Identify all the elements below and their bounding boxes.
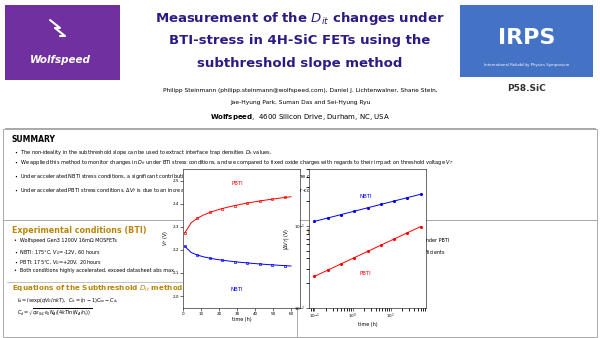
Text: BTI-stress in 4H-SiC FETs using the: BTI-stress in 4H-SiC FETs using the <box>169 34 431 47</box>
Text: •  $\Delta V_T$ follows typical power law with power coefficients: • $\Delta V_T$ follows typical power law… <box>308 248 445 257</box>
Text: NBTI: NBTI <box>359 194 372 199</box>
Text: International Reliability Physics Symposium: International Reliability Physics Sympos… <box>484 63 569 67</box>
X-axis label: time (h): time (h) <box>358 322 377 328</box>
Text: •  The non-ideality in the subthreshold slope can be used to extract interface t: • The non-ideality in the subthreshold s… <box>14 148 272 157</box>
Text: IRPS: IRPS <box>499 28 556 48</box>
Text: •  NBTI: 175°C, $V_G$=-12V, 60 hours: • NBTI: 175°C, $V_G$=-12V, 60 hours <box>14 248 101 257</box>
Text: •  PBTI: 175°C, $V_G$=+20V, 20 hours: • PBTI: 175°C, $V_G$=+20V, 20 hours <box>14 258 102 267</box>
Y-axis label: $|\Delta V_T|$ (V): $|\Delta V_T|$ (V) <box>282 227 291 249</box>
FancyBboxPatch shape <box>3 129 597 221</box>
FancyBboxPatch shape <box>3 220 297 337</box>
Y-axis label: $V_T$ (V): $V_T$ (V) <box>161 231 170 246</box>
Text: $\bf{Wolfspeed}$,  4600 Silicon Drive, Durham, NC, USA: $\bf{Wolfspeed}$, 4600 Silicon Drive, Du… <box>210 112 390 122</box>
Text: •  Wolfspeed Gen3 1200V 16mΩ MOSFETs: • Wolfspeed Gen3 1200V 16mΩ MOSFETs <box>14 238 117 243</box>
Text: •  Both conditions highly accelerated, exceed datasheet abs max: • Both conditions highly accelerated, ex… <box>14 268 174 273</box>
Text: Measurement of the $D_{it}$ changes under: Measurement of the $D_{it}$ changes unde… <box>155 10 445 27</box>
Text: Experimental conditions (BTI): Experimental conditions (BTI) <box>12 226 146 235</box>
FancyBboxPatch shape <box>297 220 597 337</box>
Text: $C_d = \sqrt{q\varepsilon_{SiC}\varepsilon_0 N_A/(4kT\ln(N_A/n_i))}$: $C_d = \sqrt{q\varepsilon_{SiC}\varepsil… <box>14 308 92 318</box>
Text: •  We applied this method to monitor changes in $D_{it}$ under BTI stress condit: • We applied this method to monitor chan… <box>14 158 454 167</box>
Text: PBTI: PBTI <box>359 271 371 276</box>
Text: Wolfspeed: Wolfspeed <box>29 55 91 65</box>
Text: NBTI: NBTI <box>230 287 244 292</box>
Text: •  $n_{th} \approx 0.2$ for PBTI, lower for NBTI: • $n_{th} \approx 0.2$ for PBTI, lower f… <box>308 258 394 267</box>
FancyBboxPatch shape <box>460 5 593 77</box>
Text: •  Under accelerated PBTI stress conditions, $\Delta V_T$ is due to an increase : • Under accelerated PBTI stress conditio… <box>14 186 356 195</box>
Text: PBTI: PBTI <box>231 181 243 186</box>
Text: Equations of the Subthreshold $D_{it}$ method: Equations of the Subthreshold $D_{it}$ m… <box>12 284 184 294</box>
Text: Philipp Steinmann (philipp.steinmann@wolfspeed.com), Daniel J. Lichtenwalner, Sh: Philipp Steinmann (philipp.steinmann@wol… <box>163 88 437 93</box>
X-axis label: time (h): time (h) <box>232 317 251 322</box>
Text: subthreshold slope method: subthreshold slope method <box>197 57 403 70</box>
Text: Jae-Hyung Park, Suman Das and Sei-Hyung Ryu: Jae-Hyung Park, Suman Das and Sei-Hyung … <box>230 100 370 105</box>
Text: •  Typical decrease of VT under NBTI, increase under PBTI: • Typical decrease of VT under NBTI, inc… <box>308 238 449 243</box>
Text: P58.SiC: P58.SiC <box>508 84 547 93</box>
Text: •  Under accelerated NBTI stress conditions, a significant contribution to the $: • Under accelerated NBTI stress conditio… <box>14 172 341 181</box>
Text: $V_T$ shift analysis: $V_T$ shift analysis <box>306 226 380 239</box>
FancyBboxPatch shape <box>5 5 120 80</box>
Text: $I_d = I_0\exp(qV_G/nkT),\;\; C_{it} = (n-1)C_{ox} - C_d,$: $I_d = I_0\exp(qV_G/nkT),\;\; C_{it} = (… <box>14 296 119 305</box>
Text: SUMMARY: SUMMARY <box>12 135 56 144</box>
